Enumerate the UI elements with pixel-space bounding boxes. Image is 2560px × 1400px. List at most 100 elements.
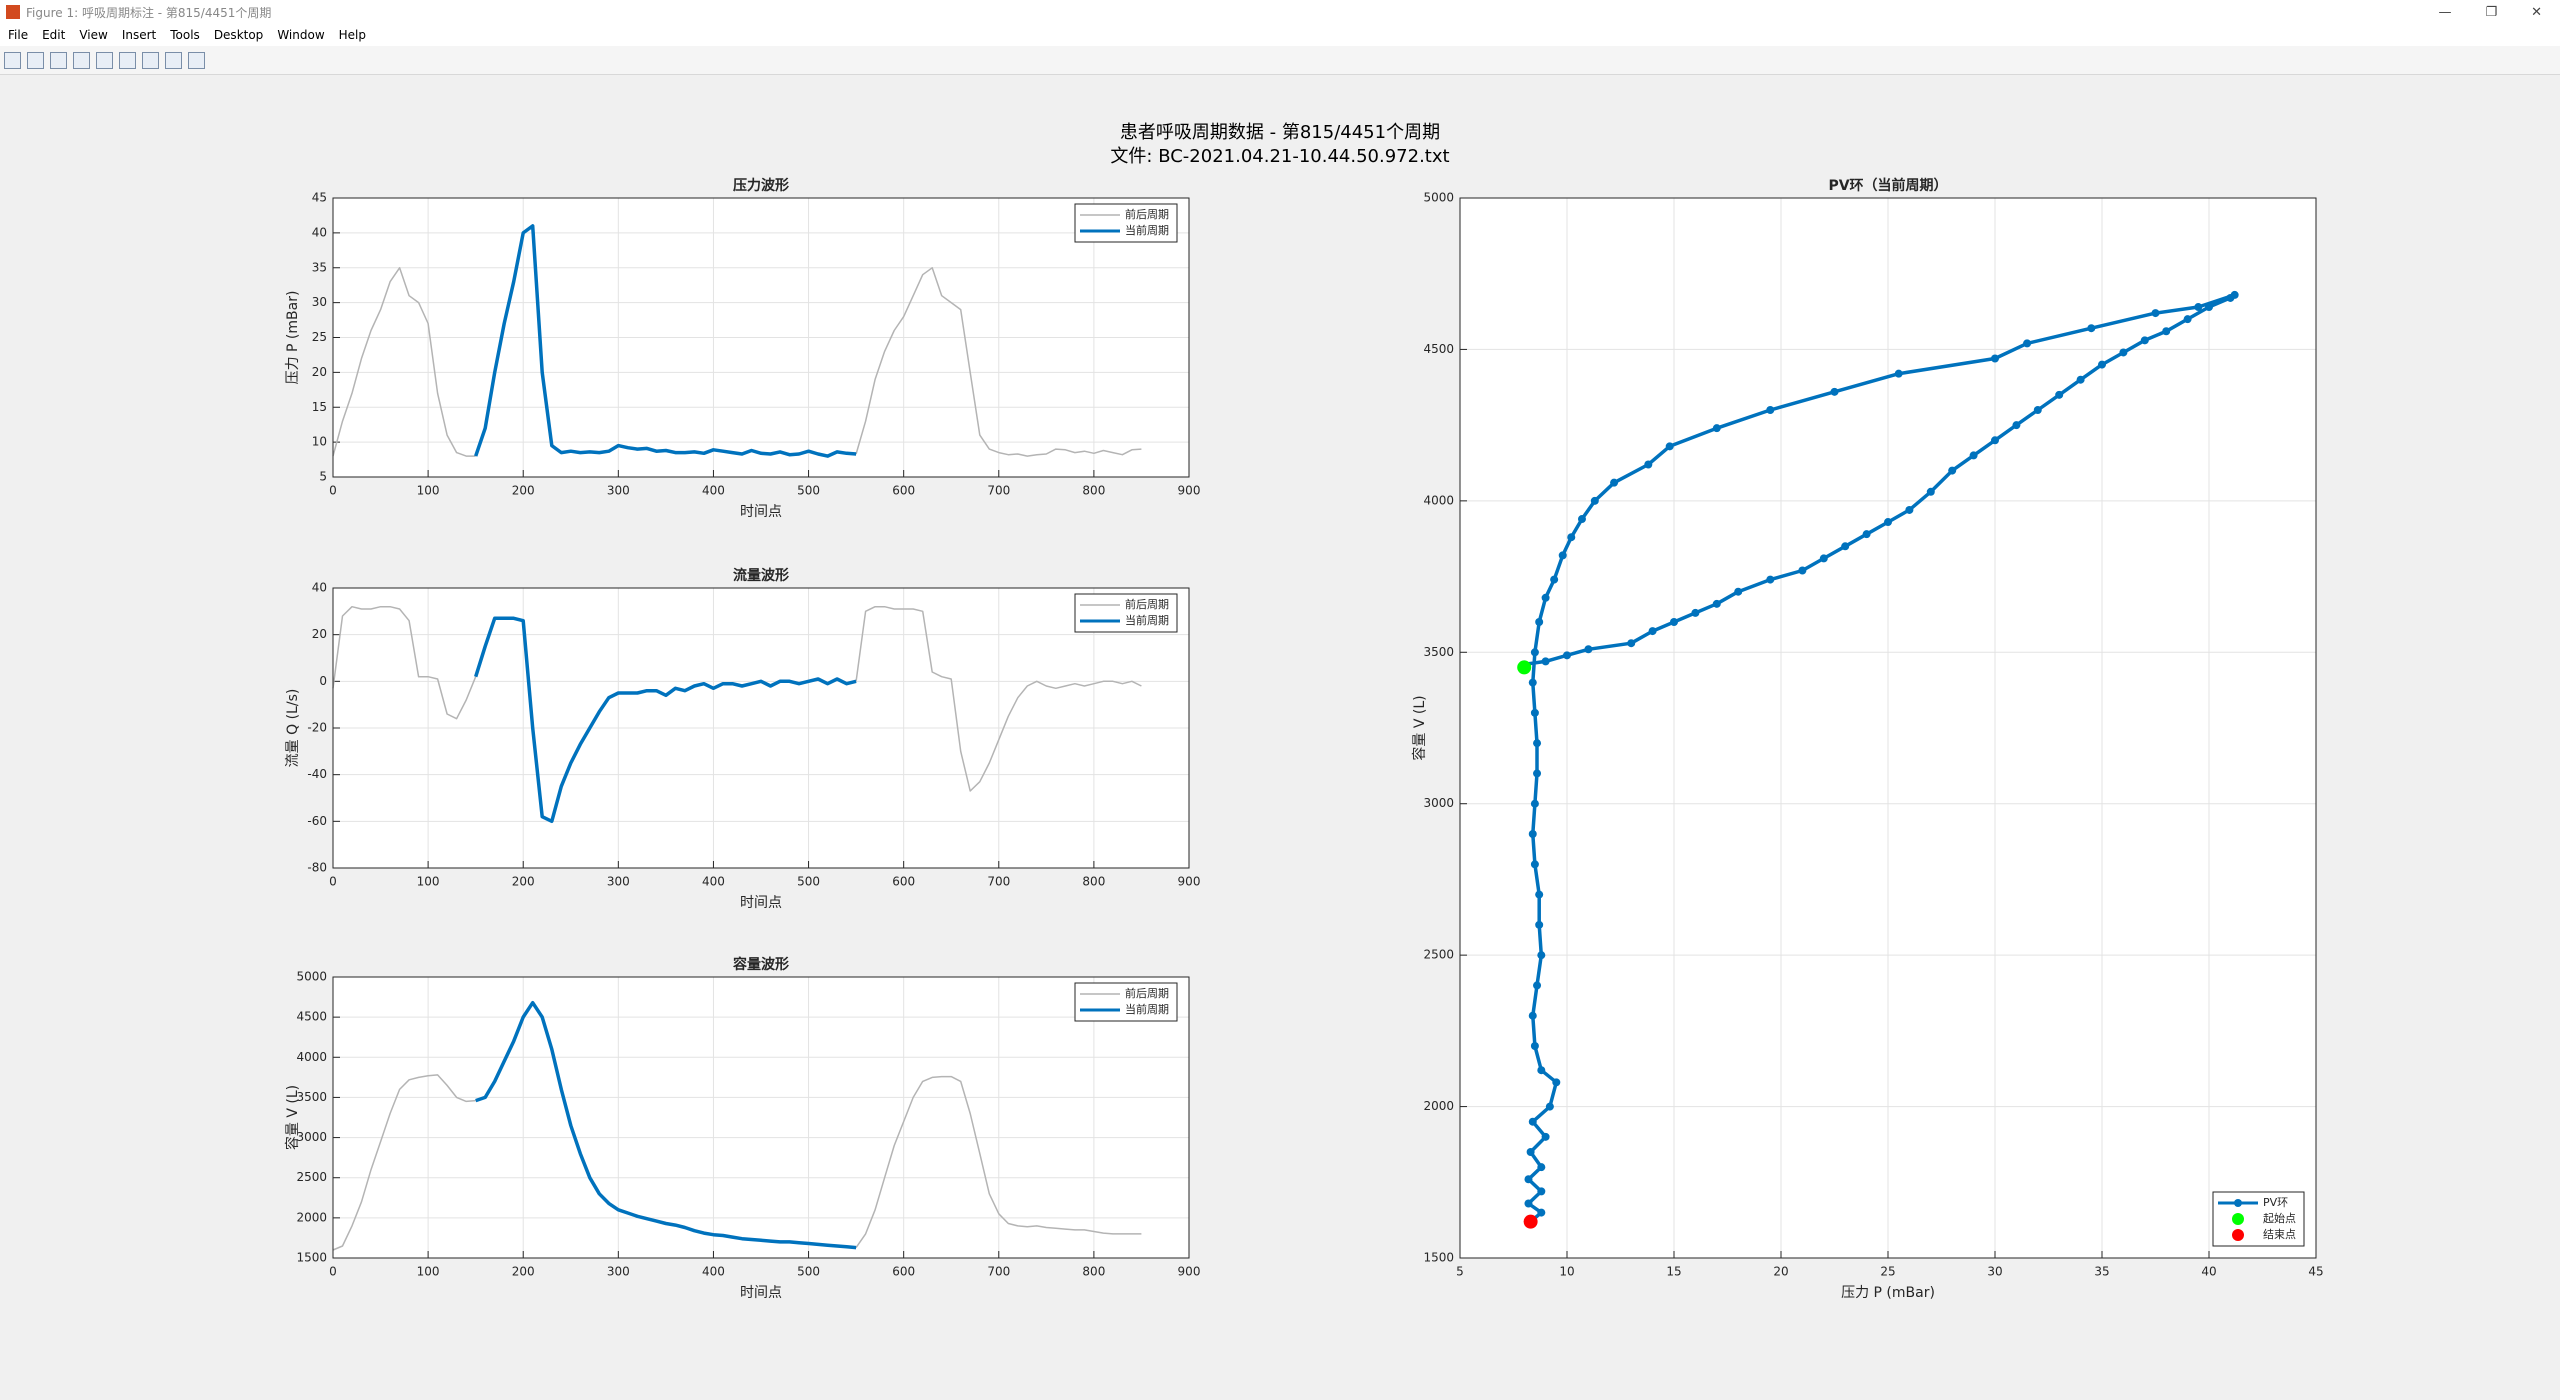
y-tick-label: 3500: [296, 1090, 327, 1104]
x-tick-label: 800: [1082, 484, 1105, 498]
data-point: [1665, 442, 1674, 451]
x-tick-label: 0: [329, 484, 337, 498]
menu-item[interactable]: Insert: [121, 28, 157, 42]
legend-box: [1074, 982, 1178, 1022]
app-icon: [6, 5, 20, 19]
axes-title: 压力波形: [733, 177, 789, 194]
data-point: [1563, 651, 1571, 660]
tool-browser[interactable]: [142, 51, 159, 69]
y-tick-label: 3500: [1423, 645, 1454, 659]
tool-new[interactable]: [4, 51, 21, 69]
series-line: [475, 1000, 857, 1250]
x-tick-label: 500: [797, 484, 820, 498]
x-tick-label: 100: [417, 484, 440, 498]
tool-link[interactable]: [96, 51, 113, 69]
data-point: [1528, 830, 1537, 838]
menu-item[interactable]: Tools: [170, 28, 200, 42]
data-point: [1528, 678, 1537, 687]
data-point: [1530, 1042, 1539, 1050]
title-bar: Figure 1: 呼吸周期标注 - 第815/4451个周期 — ❐ ✕: [0, 0, 2560, 24]
axes-box: [332, 587, 1190, 869]
plot-area: [333, 977, 1189, 1258]
legend-box: [2212, 1191, 2305, 1247]
data-point: [1537, 1187, 1546, 1196]
y-tick-label: 5000: [296, 970, 327, 984]
y-axis-label: 容量 V (L): [1411, 695, 1428, 760]
data-point: [1948, 466, 1957, 475]
y-tick-label: 5: [319, 470, 327, 484]
data-point: [1537, 1208, 1546, 1217]
data-point: [1766, 406, 1775, 414]
x-tick-label: 800: [1082, 875, 1105, 889]
y-tick-label: 10: [312, 435, 327, 449]
data-point: [2183, 315, 2192, 324]
menu-item[interactable]: Desktop: [213, 28, 264, 42]
figure-title: 患者呼吸周期数据 - 第815/4451个周期: [1120, 122, 1440, 143]
series-line: [332, 1074, 1142, 1251]
axes-box: [332, 976, 1190, 1259]
x-tick-label: 40: [2201, 1265, 2216, 1279]
data-point: [1517, 660, 1532, 675]
data-point: [2055, 390, 2064, 399]
legend-label: 起始点: [2263, 1211, 2296, 1225]
menu-item[interactable]: Help: [338, 28, 366, 42]
data-point: [1627, 639, 1636, 648]
y-tick-label: 20: [312, 365, 327, 379]
data-point: [2119, 348, 2128, 357]
x-tick-label: 700: [987, 1265, 1010, 1279]
data-point: [1535, 920, 1544, 929]
menu-item[interactable]: Edit: [42, 28, 66, 42]
legend-box: [1074, 203, 1178, 243]
y-tick-label: 0: [319, 674, 327, 688]
menu-item[interactable]: File: [8, 28, 29, 42]
legend-marker: [2232, 1229, 2244, 1241]
data-point: [1524, 1175, 1533, 1184]
y-tick-label: 15: [312, 400, 327, 414]
y-tick-label: 1500: [1423, 1251, 1454, 1265]
x-tick-label: 700: [987, 484, 1010, 498]
data-point: [1734, 587, 1743, 596]
x-tick-label: 500: [797, 1265, 820, 1279]
axes: 0 100 200 300 400 500 600 700 800 900 1500 2000 2500…: [284, 956, 1200, 1301]
series-line: [474, 616, 857, 824]
x-tick-label: 35: [2094, 1265, 2109, 1279]
tool-dock[interactable]: [119, 51, 136, 69]
tool-save[interactable]: [50, 51, 67, 69]
x-tick-label: 400: [702, 484, 725, 498]
axes-box: [1459, 197, 2317, 1259]
legend-label: PV环: [2263, 1196, 2288, 1209]
toolbar: [0, 46, 2560, 75]
x-tick-label: 200: [512, 875, 535, 889]
axes-title: 流量波形: [733, 567, 789, 584]
tool-inspector[interactable]: [188, 51, 205, 69]
x-axis-label: 时间点: [740, 1285, 782, 1301]
y-tick-label: 4500: [296, 1010, 327, 1024]
x-tick-label: 100: [417, 1265, 440, 1279]
series-line: [474, 224, 857, 458]
menu-item[interactable]: View: [79, 28, 108, 42]
y-tick-label: 35: [312, 260, 327, 274]
y-axis-label: 压力 P (mBar): [285, 291, 301, 385]
tool-print[interactable]: [73, 51, 90, 69]
window-controls[interactable]: — ❐ ✕: [2438, 4, 2542, 20]
x-tick-label: 300: [607, 875, 630, 889]
data-point: [1884, 518, 1892, 527]
x-tick-label: 400: [702, 875, 725, 889]
series-line: [332, 267, 1142, 457]
data-point: [1558, 551, 1567, 560]
tool-pointer[interactable]: [165, 51, 182, 69]
x-tick-label: 300: [607, 484, 630, 498]
data-point: [1533, 769, 1542, 778]
data-point: [1530, 648, 1539, 657]
data-point: [2012, 421, 2021, 430]
data-point: [1590, 496, 1599, 505]
tool-open[interactable]: [27, 51, 44, 69]
data-point: [2076, 375, 2085, 384]
data-point: [1862, 530, 1871, 539]
data-point: [1537, 1066, 1546, 1075]
data-point: [1648, 627, 1657, 636]
menu-item[interactable]: Window: [277, 28, 325, 42]
legend-label: 结束点: [2263, 1228, 2296, 1241]
